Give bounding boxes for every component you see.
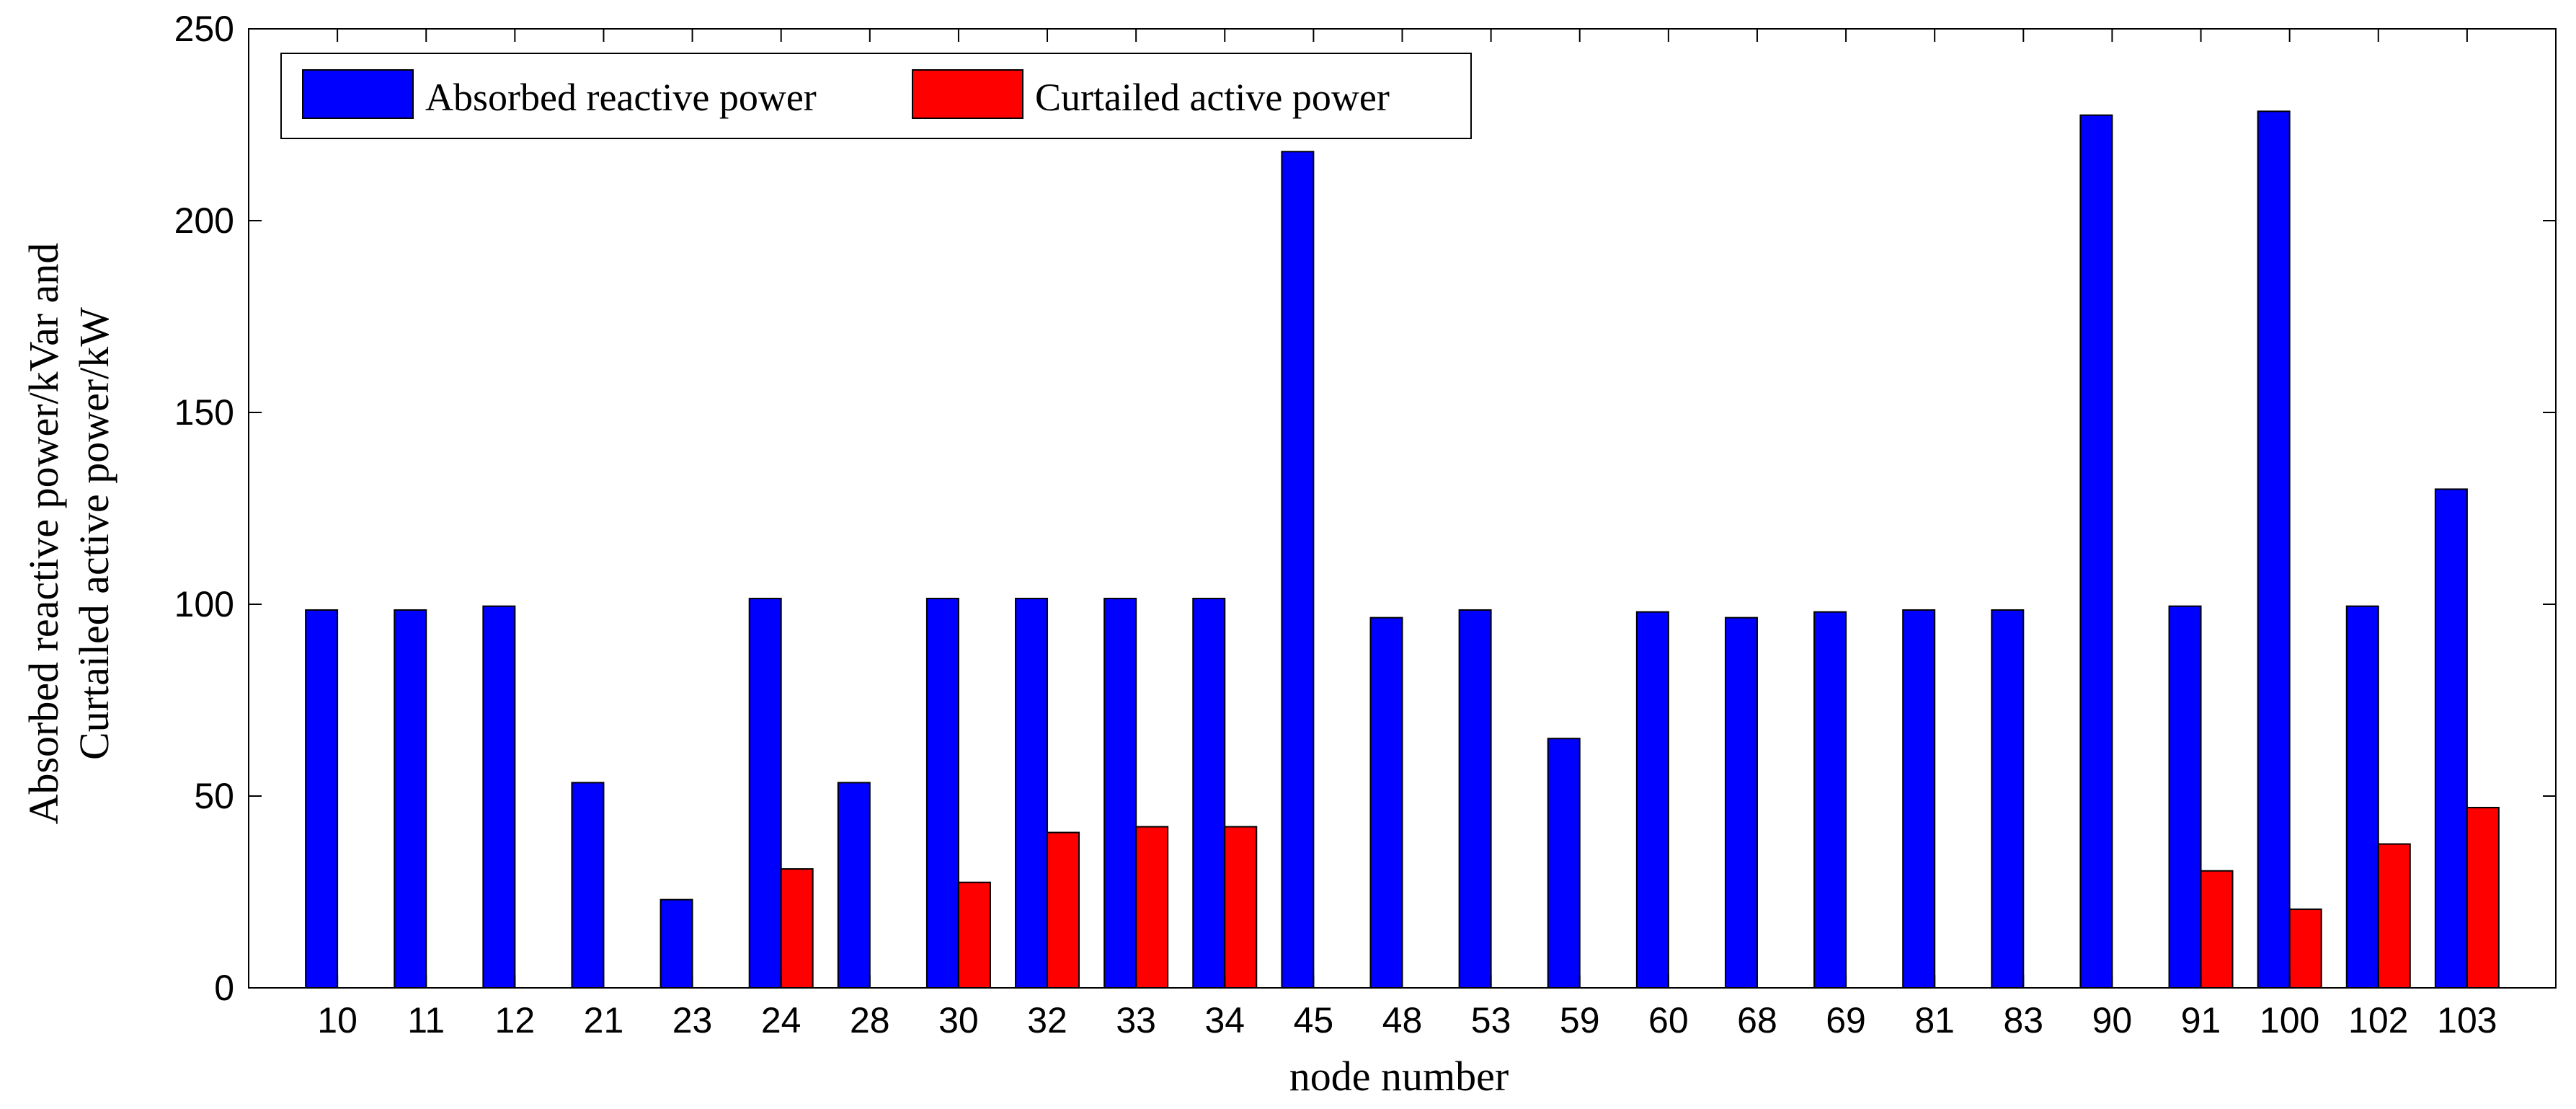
x-tick-label: 60 [1648, 1000, 1689, 1040]
bar-curtailed-24 [780, 868, 814, 989]
legend-label-curtailed: Curtailed active power [1035, 76, 1390, 119]
legend-swatch-curtailed [912, 69, 1023, 119]
x-tick-label: 10 [317, 1000, 357, 1040]
legend-box [280, 53, 1472, 139]
bar-absorbed-53 [1458, 609, 1492, 989]
x-tick-label: 81 [1914, 1000, 1955, 1040]
x-tick-label: 59 [1560, 1000, 1600, 1040]
x-tick-label: 68 [1737, 1000, 1777, 1040]
y-tick-label: 200 [174, 200, 234, 241]
y-tick-label: 50 [194, 776, 234, 816]
x-tick-label: 91 [2181, 1000, 2221, 1040]
x-tick-label: 32 [1027, 1000, 1067, 1040]
y-tick-label: 0 [214, 968, 234, 1008]
bar-curtailed-30 [957, 881, 991, 989]
legend: Absorbed reactive power Curtailed active… [280, 53, 1472, 139]
bar-absorbed-32 [1015, 598, 1049, 989]
x-tick-label: 21 [584, 1000, 624, 1040]
x-tick-label: 103 [2437, 1000, 2497, 1040]
bar-absorbed-28 [837, 782, 871, 989]
bar-absorbed-102 [2345, 605, 2379, 989]
x-tick-label: 24 [761, 1000, 801, 1040]
bar-curtailed-100 [2288, 908, 2322, 989]
bar-absorbed-60 [1635, 611, 1669, 989]
bar-curtailed-33 [1135, 826, 1169, 989]
bar-absorbed-83 [1991, 609, 2025, 989]
bar-curtailed-34 [1224, 826, 1258, 989]
x-tick-label: 28 [850, 1000, 890, 1040]
bar-absorbed-48 [1369, 617, 1403, 989]
bar-absorbed-81 [1902, 609, 1936, 989]
x-tick-label: 53 [1471, 1000, 1511, 1040]
bar-absorbed-103 [2434, 488, 2468, 989]
legend-swatch-absorbed [302, 69, 414, 119]
bar-absorbed-34 [1192, 598, 1226, 989]
x-tick-label: 11 [407, 1000, 445, 1040]
bar-curtailed-32 [1047, 831, 1080, 989]
bar-absorbed-91 [2168, 605, 2202, 989]
x-tick-label: 48 [1382, 1000, 1423, 1040]
x-tick-label: 83 [2003, 1000, 2043, 1040]
bar-absorbed-68 [1724, 617, 1758, 989]
bar-curtailed-91 [2200, 870, 2234, 989]
x-tick-label: 69 [1826, 1000, 1866, 1040]
legend-label-absorbed: Absorbed reactive power [425, 76, 817, 119]
ticks-group: 0 50 100 150 200 250 10 11 12 21 23 24 28 30 32 33 34 45 4… [174, 9, 2556, 1040]
y-tick-label: 150 [174, 392, 234, 433]
x-tick-label: 90 [2092, 1000, 2133, 1040]
x-tick-label: 12 [495, 1000, 536, 1040]
bar-absorbed-45 [1281, 151, 1315, 989]
x-tick-label: 33 [1116, 1000, 1156, 1040]
y-tick-label: 100 [174, 584, 234, 624]
y-axis-label-line-2: Curtailed active power/kW [71, 307, 117, 760]
bar-absorbed-24 [748, 598, 782, 989]
bars-group [305, 110, 2500, 989]
bar-absorbed-59 [1547, 738, 1581, 989]
x-tick-label: 100 [2260, 1000, 2319, 1040]
bar-absorbed-23 [659, 898, 693, 989]
bar-absorbed-100 [2257, 110, 2291, 989]
bar-absorbed-21 [571, 782, 605, 989]
bar-absorbed-30 [925, 598, 959, 989]
x-tick-label: 102 [2348, 1000, 2408, 1040]
bar-absorbed-69 [1813, 611, 1847, 989]
bar-absorbed-12 [482, 605, 516, 989]
bar-absorbed-10 [305, 609, 339, 989]
bar-curtailed-103 [2466, 806, 2500, 989]
y-tick-label: 250 [174, 9, 234, 49]
bar-absorbed-11 [394, 609, 427, 989]
y-axis-label-line-1: Absorbed reactive power/kVar and [20, 243, 67, 825]
x-axis-label: node number [1289, 1053, 1509, 1100]
bar-absorbed-33 [1103, 598, 1137, 989]
bar-absorbed-90 [2079, 114, 2113, 989]
y-axis-label: Absorbed reactive power/kVar and Curtail… [20, 243, 117, 825]
x-tick-label: 45 [1294, 1000, 1334, 1040]
bar-curtailed-102 [2377, 843, 2411, 989]
x-tick-label: 23 [672, 1000, 713, 1040]
x-tick-label: 30 [938, 1000, 979, 1040]
x-tick-label: 34 [1204, 1000, 1245, 1040]
